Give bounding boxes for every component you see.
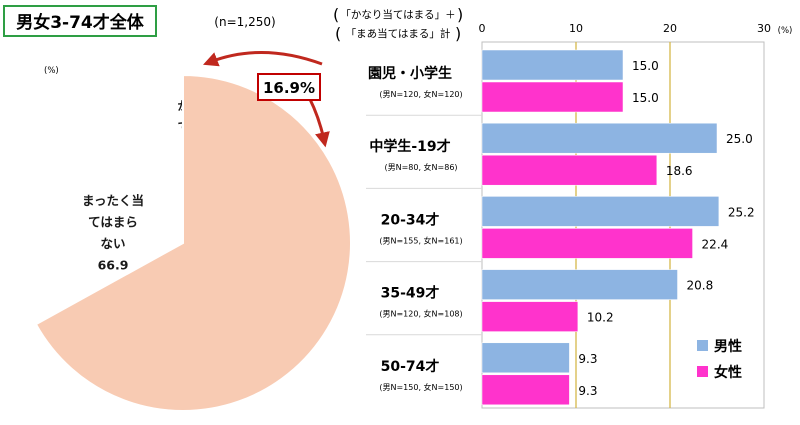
- caption-bracket-right: ): [457, 5, 463, 24]
- pie-value-label: 66.9: [98, 257, 129, 272]
- caption-bracket-left-2: (: [335, 24, 341, 43]
- caption-bracket-right-2: ): [455, 24, 461, 43]
- bar-value-label: 10.2: [587, 311, 614, 325]
- x-tick-label: 20: [663, 22, 677, 35]
- bar-value-label: 15.0: [632, 91, 659, 105]
- category-label: 園児・小学生: [368, 65, 452, 82]
- bar-female: [481, 154, 658, 186]
- category-sample-size: (男N=150, 女N=150): [379, 382, 462, 392]
- highlight-value: 16.9%: [263, 79, 315, 97]
- bar-caption-line2: 「まあ当てはまる」計: [346, 27, 451, 40]
- bar-female: [481, 301, 579, 332]
- category-sample-size: (男N=155, 女N=161): [379, 235, 462, 245]
- pie-slice-label: まったく当: [82, 193, 144, 208]
- legend-label: 男性: [714, 338, 742, 355]
- bar-male: [481, 269, 678, 300]
- pie-slice-label: てはまら: [88, 214, 138, 229]
- category-label: 20-34才: [381, 211, 440, 228]
- x-tick-label: 0: [479, 22, 486, 35]
- highlight-arrow-left: [202, 50, 323, 67]
- bar-female: [481, 81, 624, 113]
- bar-male: [481, 122, 718, 154]
- pie-slice: [34, 73, 352, 412]
- bar-value-label: 25.0: [726, 132, 753, 146]
- bar-caption-line1: 「かなり当てはまる」＋: [340, 8, 455, 21]
- sample-size: (n=1,250): [214, 15, 275, 29]
- pie-unit-label: (%): [44, 66, 59, 76]
- legend-swatch-female: [697, 366, 708, 377]
- bar-value-label: 15.0: [632, 59, 659, 73]
- category-sample-size: (男N=120, 女N=120): [379, 89, 462, 99]
- category-sample-size: (男N=120, 女N=108): [379, 309, 462, 319]
- bar-chart: 0 10 20 30 (%) 園児・小学生 (男N=120, 女N=120) 15.0 15.0…: [366, 22, 793, 409]
- category-label: 35-49才: [381, 285, 440, 302]
- bar-value-label: 9.3: [578, 352, 597, 366]
- x-tick-label: 30: [757, 22, 771, 35]
- bar-unit-label: (%): [778, 26, 793, 36]
- pie-slice-label: ない: [100, 236, 125, 251]
- legend-swatch-male: [697, 340, 708, 351]
- category-label: 中学生-19才: [369, 138, 450, 155]
- bar-female: [481, 228, 693, 259]
- bar-male: [481, 196, 720, 227]
- highlight-box: [257, 73, 321, 101]
- page-title: 男女3-74才全体: [16, 12, 145, 33]
- bar-male: [481, 342, 570, 374]
- title-box: [3, 5, 157, 37]
- bar-male: [481, 49, 624, 81]
- bar-value-label: 22.4: [702, 237, 729, 251]
- pie-chart: かなり当てはまる5.0まあ当てはまる11.8あまり当てはまらない16.2まったく…: [34, 73, 352, 412]
- bar-value-label: 20.8: [687, 279, 714, 293]
- category-sample-size: (男N=80, 女N=86): [384, 162, 457, 172]
- legend-label: 女性: [714, 364, 742, 381]
- bar-value-label: 18.6: [666, 164, 693, 178]
- bar-female: [481, 374, 570, 406]
- bar-value-label: 25.2: [728, 205, 755, 219]
- category-label: 50-74才: [381, 358, 440, 375]
- bar-value-label: 9.3: [578, 384, 597, 398]
- caption-bracket-left: (: [333, 5, 339, 24]
- x-tick-label: 10: [569, 22, 583, 35]
